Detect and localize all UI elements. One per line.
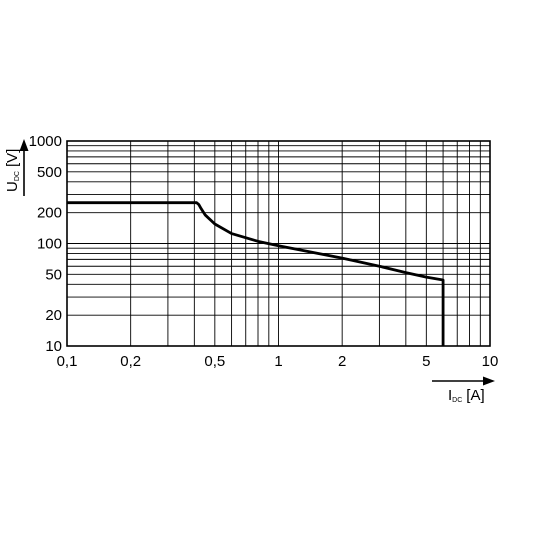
y-tick-label-6: 1000 xyxy=(29,133,62,150)
y-tick-label-5: 500 xyxy=(37,164,62,181)
y-tick-label-0: 10 xyxy=(45,338,62,355)
y-tick-label-3: 100 xyxy=(37,236,62,253)
grid xyxy=(66,140,491,347)
x-tick-label-1: 0,2 xyxy=(120,353,141,370)
x-tick-label-2: 0,5 xyxy=(204,353,225,370)
x-tick-label-5: 5 xyxy=(422,353,430,370)
x-tick-label-6: 10 xyxy=(482,353,499,370)
y-tick-labels: 10 20 50 100 200 500 1000 xyxy=(29,133,62,355)
y-tick-label-1: 20 xyxy=(45,307,62,324)
x-tick-label-3: 1 xyxy=(274,353,282,370)
y-axis-label: UDC[V] xyxy=(4,149,21,192)
x-tick-label-4: 2 xyxy=(338,353,346,370)
y-axis-arrow xyxy=(19,139,29,196)
y-tick-label-4: 200 xyxy=(37,205,62,222)
plot-frame xyxy=(66,140,491,347)
y-tick-label-2: 50 xyxy=(45,266,62,283)
series-line-0 xyxy=(67,201,445,346)
x-axis-arrow xyxy=(432,376,495,386)
x-axis-label: IDC [A] xyxy=(448,387,485,404)
x-tick-label-0: 0,1 xyxy=(57,353,78,370)
series xyxy=(67,201,445,346)
x-tick-labels: 0,1 0,2 0,5 1 2 5 10 xyxy=(57,353,499,370)
